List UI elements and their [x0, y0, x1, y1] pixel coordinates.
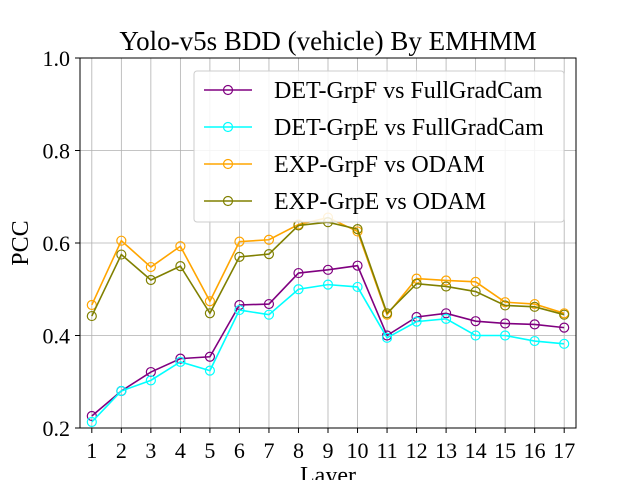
- data-point: [145, 375, 156, 386]
- data-point: [175, 241, 186, 252]
- data-point: [440, 281, 452, 292]
- legend-box: [193, 70, 565, 223]
- data-point: [529, 301, 540, 312]
- data-point: [175, 261, 186, 272]
- data-point: [470, 276, 481, 287]
- x-tick-label: 3: [145, 438, 156, 463]
- x-tick-label: 1: [86, 438, 97, 463]
- x-tick-label: 5: [204, 438, 215, 463]
- data-point: [440, 275, 452, 286]
- data-point: [234, 304, 245, 316]
- x-axis-label: Layer: [300, 463, 356, 480]
- data-point: [500, 318, 511, 329]
- data-point: [204, 296, 216, 307]
- x-tick-label: 4: [175, 438, 186, 463]
- legend: DET-GrpF vs FullGradCam DET-GrpE vs FullG…: [193, 70, 565, 223]
- y-axis-label: PCC: [8, 220, 34, 265]
- data-point: [411, 278, 422, 289]
- legend-label: EXP-GrpF vs ODAM: [274, 152, 485, 178]
- data-point: [500, 300, 511, 311]
- data-point: [145, 366, 156, 378]
- data-point: [116, 249, 127, 260]
- series-2: [86, 279, 570, 428]
- chart-title: Yolo-v5s BDD (vehicle) By EMHMM: [119, 26, 536, 56]
- data-point: [529, 298, 540, 310]
- legend-swatch-marker: [222, 195, 234, 207]
- data-point: [559, 309, 570, 320]
- data-point: [116, 235, 127, 246]
- data-point: [500, 330, 511, 341]
- y-tick-label: 1.0: [43, 46, 71, 71]
- data-point: [234, 236, 245, 247]
- data-point: [352, 224, 363, 235]
- data-point: [559, 338, 570, 349]
- legend-swatch-marker: [222, 84, 234, 96]
- data-point: [86, 410, 97, 422]
- x-tick-label: 16: [524, 438, 546, 463]
- data-point: [86, 310, 97, 322]
- data-point: [145, 261, 156, 273]
- x-tick-label: 6: [234, 438, 245, 463]
- data-point: [234, 251, 245, 262]
- legend-label: DET-GrpF vs FullGradCam: [274, 78, 543, 104]
- data-point: [175, 356, 186, 367]
- data-point: [263, 309, 275, 320]
- legend-item: DET-GrpE vs FullGradCam: [204, 115, 544, 141]
- data-point: [293, 267, 304, 279]
- x-tick-label: 7: [263, 438, 274, 463]
- y-tick-label: 0.2: [43, 416, 71, 441]
- y-tick-label: 0.8: [43, 139, 71, 164]
- data-point: [263, 234, 275, 245]
- data-point: [116, 385, 127, 397]
- x-tick-label: 9: [323, 438, 334, 463]
- y-tick-label: 0.4: [43, 324, 71, 349]
- data-point: [440, 313, 452, 324]
- x-tick-label: 12: [406, 438, 428, 463]
- data-point: [381, 332, 393, 343]
- data-point: [440, 308, 452, 319]
- data-point: [559, 322, 570, 333]
- data-point: [175, 353, 186, 364]
- legend-item: EXP-GrpE vs ODAM: [204, 189, 486, 215]
- x-tick-label: 11: [376, 438, 397, 463]
- data-point: [204, 308, 216, 319]
- x-tick-label: 2: [116, 438, 127, 463]
- data-point: [529, 335, 540, 347]
- x-tick-label: 13: [435, 438, 457, 463]
- legend-label: DET-GrpE vs FullGradCam: [274, 115, 544, 141]
- data-point: [411, 316, 422, 327]
- data-point: [322, 279, 334, 290]
- legend-label: EXP-GrpE vs ODAM: [274, 189, 486, 215]
- x-tick-label: 8: [293, 438, 304, 463]
- data-point: [529, 319, 540, 330]
- legend-swatch-marker: [222, 121, 234, 133]
- data-point: [470, 286, 481, 297]
- data-point: [500, 297, 511, 308]
- data-point: [263, 249, 275, 260]
- data-point: [145, 274, 156, 286]
- x-tick-label: 14: [465, 438, 487, 463]
- x-tick-label: 17: [553, 438, 575, 463]
- series-line: [91, 283, 565, 423]
- data-point: [204, 351, 216, 362]
- series-line: [91, 264, 565, 417]
- y-tick-label: 0.6: [43, 231, 71, 256]
- data-point: [293, 284, 304, 295]
- data-point: [204, 365, 216, 376]
- ticks: 1 2 3 4 5 6 7 8 9 10 11 12 13 14 15 16 170.20.40.60.81.0: [43, 46, 576, 463]
- data-point: [470, 330, 481, 341]
- data-point: [352, 260, 363, 271]
- x-tick-label: 15: [494, 438, 516, 463]
- data-point: [263, 298, 275, 310]
- data-point: [381, 308, 393, 319]
- data-point: [86, 416, 97, 428]
- data-point: [470, 316, 481, 327]
- legend-item: EXP-GrpF vs ODAM: [204, 152, 485, 178]
- data-point: [352, 281, 363, 293]
- legend-swatch-marker: [222, 158, 234, 170]
- x-tick-label: 10: [347, 438, 369, 463]
- data-point: [322, 264, 334, 275]
- legend-item: DET-GrpF vs FullGradCam: [204, 78, 543, 104]
